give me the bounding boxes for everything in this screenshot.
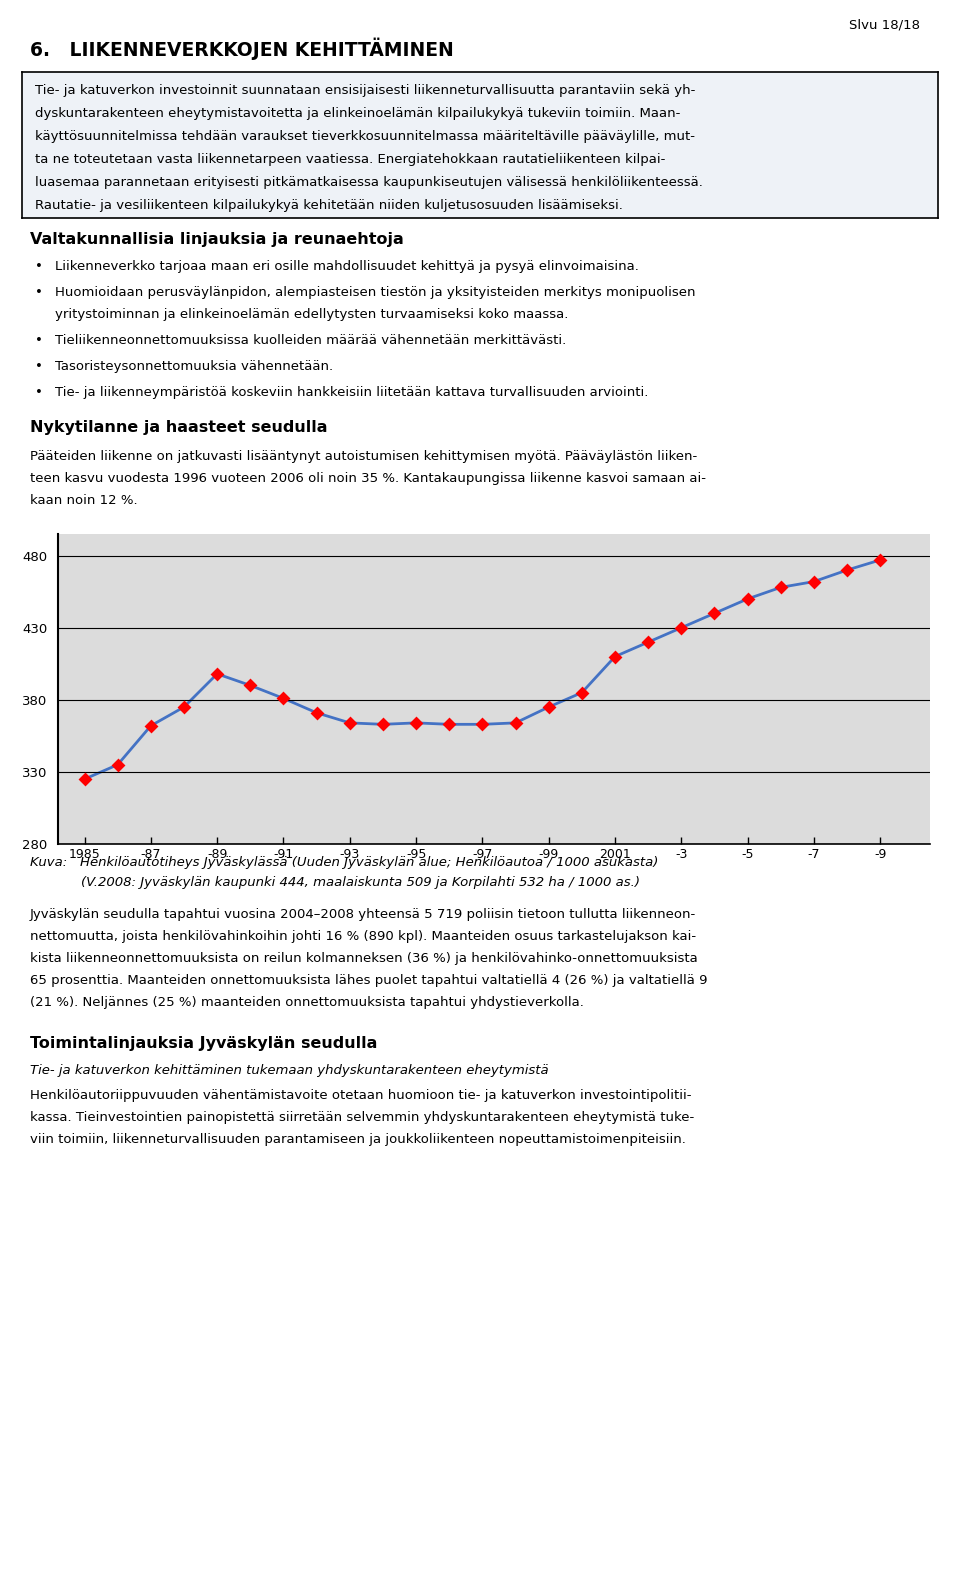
Point [309, 701, 324, 726]
Point [541, 694, 557, 720]
Point [707, 600, 722, 625]
Point [508, 710, 523, 735]
Point [608, 644, 623, 669]
Text: teen kasvu vuodesta 1996 vuoteen 2006 oli noin 35 %. Kantakaupungissa liikenne k: teen kasvu vuodesta 1996 vuoteen 2006 ol… [30, 471, 706, 485]
Text: Jyväskylän seudulla tapahtui vuosina 2004–2008 yhteensä 5 719 poliisin tietoon t: Jyväskylän seudulla tapahtui vuosina 200… [30, 908, 696, 921]
Text: Tieliikenneonnettomuuksissa kuolleiden määrää vähennetään merkittävästi.: Tieliikenneonnettomuuksissa kuolleiden m… [55, 335, 566, 347]
Text: Tie- ja katuverkon investoinnit suunnataan ensisijaisesti liikenneturvallisuutta: Tie- ja katuverkon investoinnit suunnata… [35, 83, 695, 97]
Text: viin toimiin, liikenneturvallisuuden parantamiseen ja joukkoliikenteen nopeuttam: viin toimiin, liikenneturvallisuuden par… [30, 1133, 685, 1145]
Text: Liikenneverkko tarjoaa maan eri osille mahdollisuudet kehittyä ja pysyä elinvoim: Liikenneverkko tarjoaa maan eri osille m… [55, 259, 638, 273]
Text: •: • [35, 335, 43, 347]
Text: •: • [35, 286, 43, 298]
Point [177, 694, 192, 720]
Point [474, 712, 490, 737]
Text: luasemaa parannetaan erityisesti pitkämatkaisessa kaupunkiseutujen välisessä hen: luasemaa parannetaan erityisesti pitkäma… [35, 176, 703, 189]
Point [574, 680, 589, 705]
Text: Toimintalinjauksia Jyväskylän seudulla: Toimintalinjauksia Jyväskylän seudulla [30, 1035, 377, 1051]
Text: yritystoiminnan ja elinkeinoelämän edellytysten turvaamiseksi koko maassa.: yritystoiminnan ja elinkeinoelämän edell… [55, 308, 568, 320]
Point [209, 661, 225, 687]
Point [740, 586, 756, 611]
Text: (21 %). Neljännes (25 %) maanteiden onnettomuuksista tapahtui yhdystieverkolla.: (21 %). Neljännes (25 %) maanteiden onne… [30, 996, 584, 1009]
Text: Valtakunnallisia linjauksia ja reunaehtoja: Valtakunnallisia linjauksia ja reunaehto… [30, 233, 404, 247]
Text: Slvu 18/18: Slvu 18/18 [849, 17, 920, 31]
Text: Kuva:   Henkilöautotiheys Jyväskylässä (Uuden Jyväskylän alue; Henkilöautoa / 10: Kuva: Henkilöautotiheys Jyväskylässä (Uu… [30, 856, 659, 869]
Point [375, 712, 391, 737]
Point [276, 687, 291, 712]
Text: 65 prosenttia. Maanteiden onnettomuuksista lähes puolet tapahtui valtatiellä 4 (: 65 prosenttia. Maanteiden onnettomuuksis… [30, 974, 708, 987]
Point [408, 710, 423, 735]
Text: Tie- ja katuverkon kehittäminen tukemaan yhdyskuntarakenteen eheytymistä: Tie- ja katuverkon kehittäminen tukemaan… [30, 1064, 548, 1078]
Text: kaan noin 12 %.: kaan noin 12 %. [30, 493, 137, 507]
Point [640, 630, 656, 655]
Point [806, 569, 822, 594]
Text: kassa. Tieinvestointien painopistettä siirretään selvemmin yhdyskuntarakenteen e: kassa. Tieinvestointien painopistettä si… [30, 1111, 694, 1123]
Text: dyskuntarakenteen eheytymistavoitetta ja elinkeinoelämän kilpailukykyä tukeviin : dyskuntarakenteen eheytymistavoitetta ja… [35, 107, 681, 119]
Point [873, 547, 888, 572]
Point [674, 616, 689, 641]
Text: •: • [35, 386, 43, 399]
Point [243, 672, 258, 698]
Text: 6.   LIIKENNEVERKKOJEN KEHITTÄMINEN: 6. LIIKENNEVERKKOJEN KEHITTÄMINEN [30, 38, 454, 60]
Point [77, 767, 92, 792]
Point [110, 753, 126, 778]
Text: nettomuutta, joista henkilövahinkoihin johti 16 % (890 kpl). Maanteiden osuus ta: nettomuutta, joista henkilövahinkoihin j… [30, 930, 696, 943]
Text: Rautatie- ja vesiliikenteen kilpailukykyä kehitetään niiden kuljetusosuuden lisä: Rautatie- ja vesiliikenteen kilpailukyky… [35, 200, 623, 212]
Text: käyttösuunnitelmissa tehdään varaukset tieverkkosuunnitelmassa määriteltäville p: käyttösuunnitelmissa tehdään varaukset t… [35, 130, 695, 143]
Text: Huomioidaan perusväylänpidon, alempiasteisen tiestön ja yksityisteiden merkitys : Huomioidaan perusväylänpidon, alempiaste… [55, 286, 695, 298]
Point [143, 713, 158, 738]
Text: •: • [35, 259, 43, 273]
Text: ta ne toteutetaan vasta liikennetarpeen vaatiessa. Energiatehokkaan rautatieliik: ta ne toteutetaan vasta liikennetarpeen … [35, 152, 665, 167]
Text: Tasoristeysonnettomuuksia vähennetään.: Tasoristeysonnettomuuksia vähennetään. [55, 360, 333, 372]
Text: Nykytilanne ja haasteet seudulla: Nykytilanne ja haasteet seudulla [30, 419, 327, 435]
Text: Henkilöautoriippuvuuden vähentämistavoite otetaan huomioon tie- ja katuverkon in: Henkilöautoriippuvuuden vähentämistavoit… [30, 1089, 691, 1101]
Text: Pääteiden liikenne on jatkuvasti lisääntynyt autoistumisen kehittymisen myötä. P: Pääteiden liikenne on jatkuvasti lisäänt… [30, 449, 697, 463]
Point [773, 575, 788, 600]
Text: (V.2008: Jyväskylän kaupunki 444, maalaiskunta 509 ja Korpilahti 532 ha / 1000 a: (V.2008: Jyväskylän kaupunki 444, maalai… [30, 877, 640, 889]
Point [839, 558, 854, 583]
Text: Tie- ja liikenneympäristöä koskeviin hankkeisiin liitetään kattava turvallisuude: Tie- ja liikenneympäristöä koskeviin han… [55, 386, 648, 399]
Text: •: • [35, 360, 43, 372]
Text: kista liikenneonnettomuuksista on reilun kolmanneksen (36 %) ja henkilövahinko-o: kista liikenneonnettomuuksista on reilun… [30, 952, 698, 965]
Point [342, 710, 357, 735]
Point [442, 712, 457, 737]
